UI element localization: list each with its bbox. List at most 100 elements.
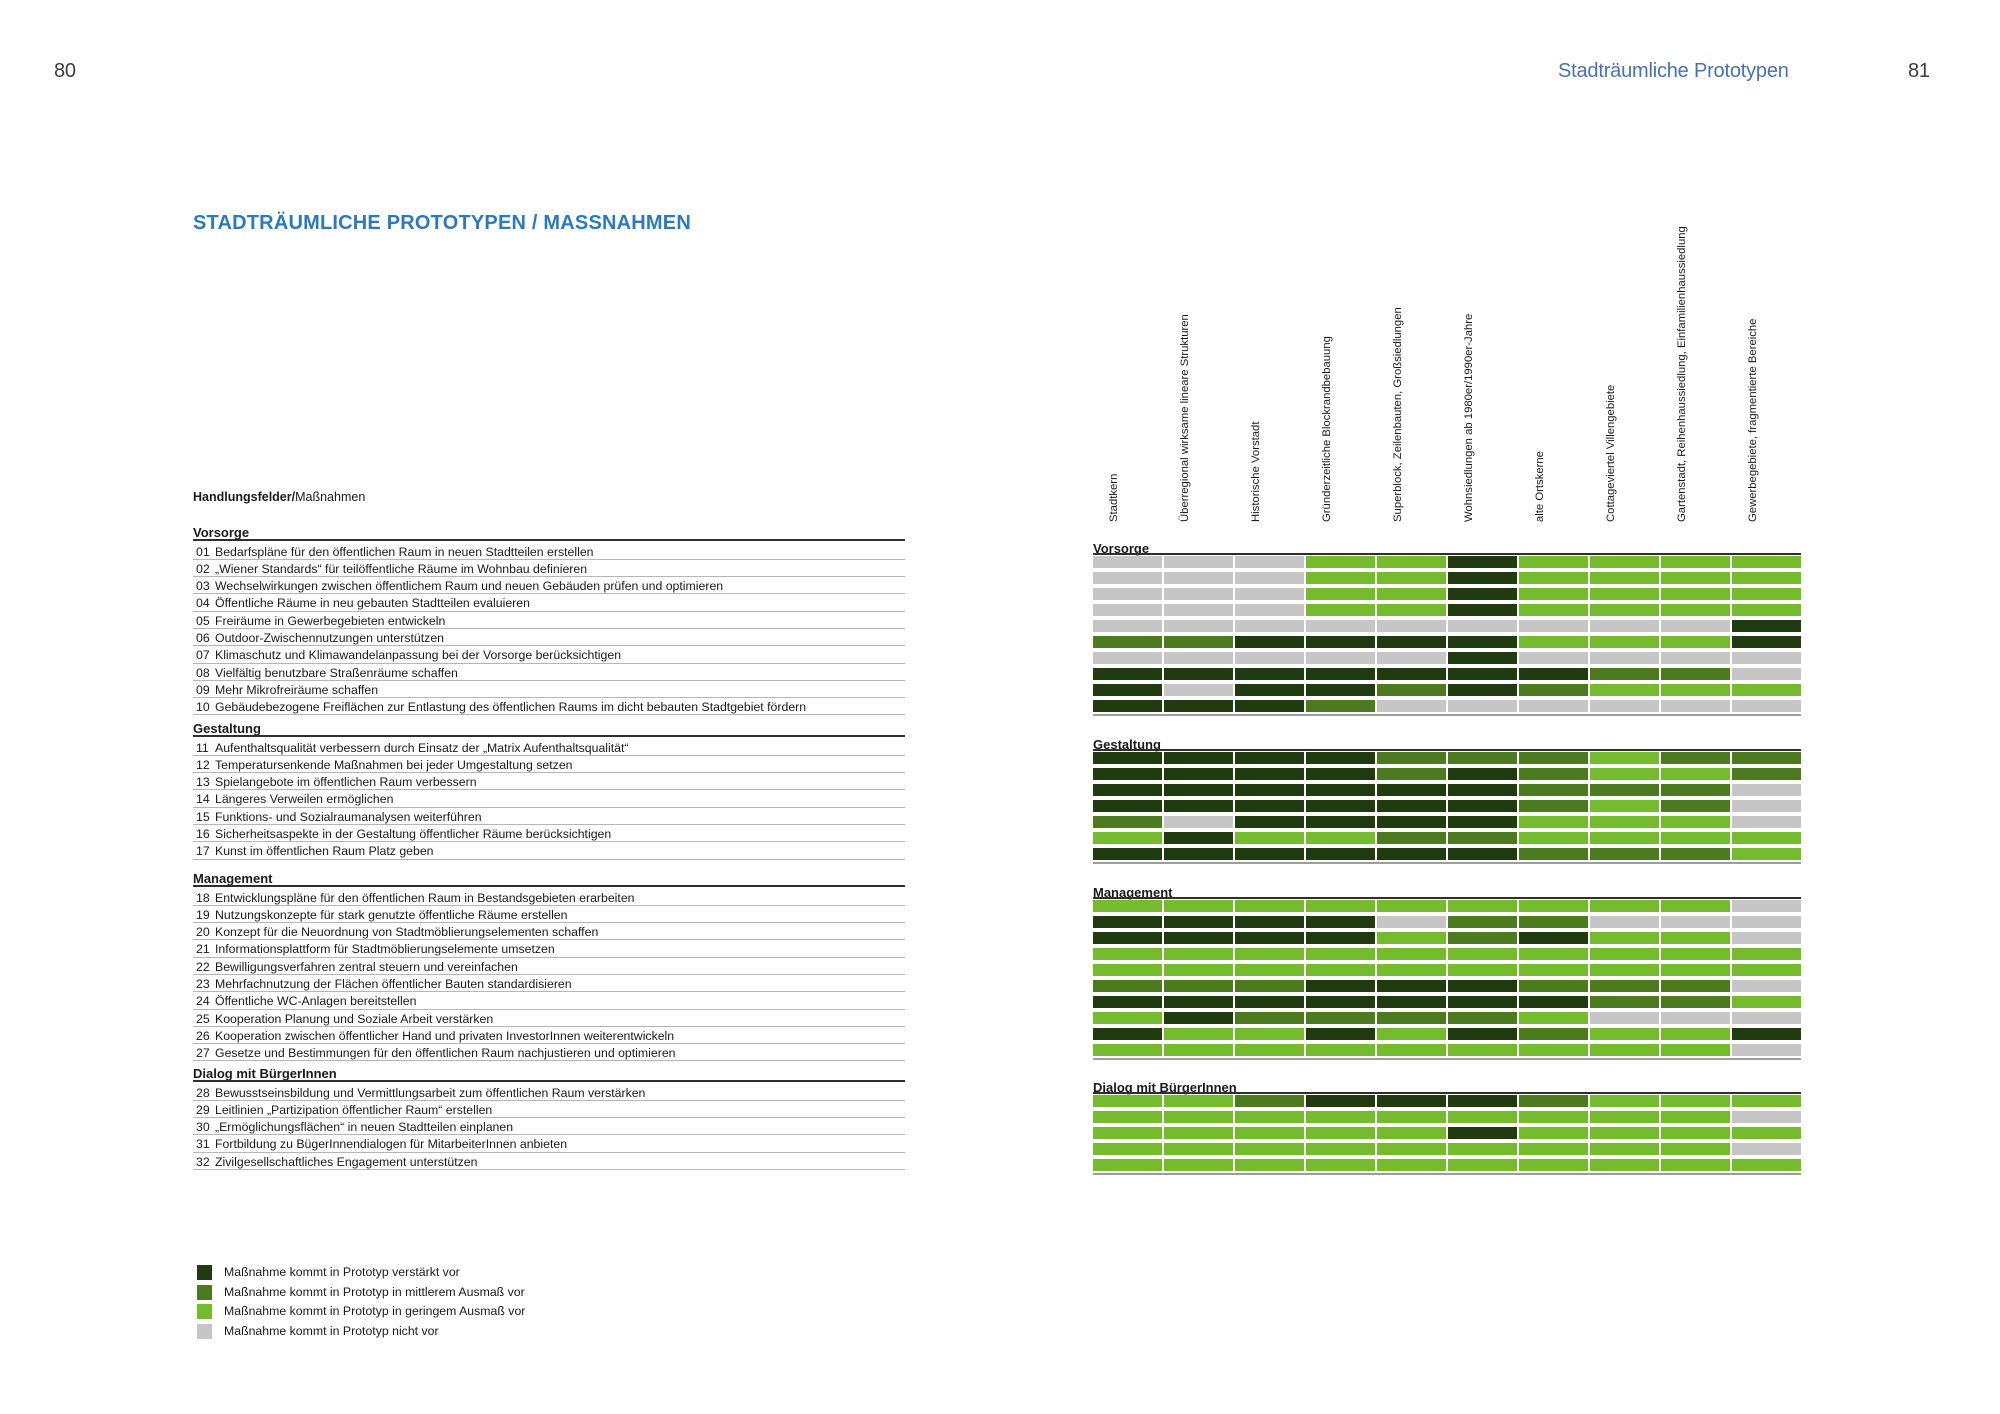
matrix-section-heading: Vorsorge	[1093, 540, 1150, 556]
matrix-cell	[1519, 1012, 1588, 1025]
matrix-cell	[1519, 1044, 1588, 1057]
matrix-cell	[1732, 916, 1801, 929]
matrix-cell	[1661, 1028, 1730, 1041]
matrix-bottom-rule	[1093, 714, 1801, 716]
matrix-cell	[1448, 700, 1517, 713]
column-header: Gewerbegebiete, fragmentierte Bereiche	[1746, 318, 1759, 522]
matrix-row	[1093, 916, 1801, 929]
matrix-cell	[1448, 604, 1517, 617]
matrix-cell	[1235, 1143, 1304, 1156]
matrix-cell	[1590, 1044, 1659, 1057]
measure-label: Bedarfspläne für den öffentlichen Raum i…	[215, 544, 594, 559]
matrix-cell	[1164, 816, 1233, 829]
matrix-cell	[1590, 900, 1659, 913]
matrix-cell	[1519, 684, 1588, 697]
measure-number: 16	[196, 827, 210, 841]
matrix-cell	[1235, 1111, 1304, 1124]
column-header: Cottageviertel Villengebiete	[1604, 384, 1617, 522]
measure-row: 02 „Wiener Standards“ für teilöffentliche…	[193, 560, 905, 578]
matrix-cell	[1093, 668, 1162, 681]
matrix-bottom-rule	[1093, 1173, 1801, 1175]
matrix-cell	[1732, 832, 1801, 845]
matrix-cell	[1377, 1127, 1446, 1140]
matrix-cell	[1661, 556, 1730, 569]
matrix-cell	[1164, 900, 1233, 913]
matrix-cell	[1093, 800, 1162, 813]
matrix-cell	[1661, 768, 1730, 781]
measure-number: 03	[196, 579, 210, 594]
matrix-cell	[1093, 1044, 1162, 1057]
matrix-cell	[1306, 1044, 1375, 1057]
measure-number: 01	[196, 544, 210, 559]
matrix-cell	[1235, 620, 1304, 633]
matrix-cell	[1164, 1143, 1233, 1156]
matrix-cell	[1164, 1111, 1233, 1124]
matrix-cell	[1661, 816, 1730, 829]
matrix-cell	[1519, 620, 1588, 633]
matrix-cell	[1093, 900, 1162, 913]
matrix-cell	[1164, 620, 1233, 633]
measure-row: 04 Öffentliche Räume in neu gebauten Stad…	[193, 594, 905, 612]
measure-row: 06 Outdoor-Zwischennutzungen unterstützen	[193, 629, 905, 647]
matrix-cell	[1732, 620, 1801, 633]
matrix-cell	[1732, 1095, 1801, 1108]
measure-row: 30 „Ermöglichungsflächen“ in neuen Stadtt…	[193, 1118, 905, 1136]
matrix-cell	[1519, 652, 1588, 665]
matrix-cell	[1306, 588, 1375, 601]
matrix-row	[1093, 996, 1801, 1009]
matrix-cell	[1732, 700, 1801, 713]
matrix-cell	[1164, 948, 1233, 961]
matrix-cell	[1164, 668, 1233, 681]
matrix-cell	[1093, 996, 1162, 1009]
matrix-cell	[1377, 800, 1446, 813]
column-header: Stadtkern	[1107, 473, 1120, 522]
measure-number: 24	[196, 994, 210, 1009]
matrix-cell	[1448, 832, 1517, 845]
matrix-cell	[1093, 684, 1162, 697]
measure-row: 32 Zivilgesellschaftliches Engagement unt…	[193, 1153, 905, 1170]
measure-label: „Ermöglichungsflächen“ in neuen Stadttei…	[215, 1120, 514, 1135]
matrix-bottom-rule	[1093, 1058, 1801, 1060]
measure-label: Klimaschutz und Klimawandelanpassung bei…	[215, 648, 622, 663]
matrix-cell	[1235, 752, 1304, 765]
matrix-cell	[1235, 684, 1304, 697]
matrix-cell	[1732, 980, 1801, 993]
matrix-section-heading: Management	[1093, 884, 1173, 900]
matrix-cell	[1306, 684, 1375, 697]
matrix-cell	[1093, 1028, 1162, 1041]
matrix-cell	[1448, 556, 1517, 569]
matrix-row	[1093, 572, 1801, 585]
matrix-cell	[1306, 996, 1375, 1009]
matrix-cell	[1590, 572, 1659, 585]
matrix-cell	[1661, 1159, 1730, 1172]
matrix-cell	[1306, 556, 1375, 569]
matrix-cell	[1732, 1044, 1801, 1057]
matrix-cell	[1235, 848, 1304, 861]
measure-label: Spielangebote im öffentlichen Raum verbe…	[215, 775, 477, 790]
matrix-cell	[1093, 832, 1162, 845]
matrix-cell	[1306, 1159, 1375, 1172]
matrix-cell	[1235, 700, 1304, 713]
matrix-cell	[1590, 1127, 1659, 1140]
matrix-row	[1093, 700, 1801, 713]
matrix-cell	[1377, 652, 1446, 665]
matrix-cell	[1093, 1159, 1162, 1172]
matrix-cell	[1519, 900, 1588, 913]
matrix-cell	[1164, 1095, 1233, 1108]
measure-label: Öffentliche Räume in neu gebauten Stadtt…	[215, 596, 530, 611]
measure-number: 21	[196, 942, 210, 957]
matrix-cell	[1306, 1143, 1375, 1156]
legend-label: Maßnahme kommt in Prototyp verstärkt vor	[224, 1265, 460, 1279]
matrix-cell	[1377, 636, 1446, 649]
matrix-cell	[1164, 768, 1233, 781]
matrix-cell	[1306, 948, 1375, 961]
matrix-cell	[1590, 996, 1659, 1009]
measure-row: 01 Bedarfspläne für den öffentlichen Raum…	[193, 543, 905, 560]
measure-label: Vielfältig benutzbare Straßenräume schaf…	[215, 665, 458, 680]
measure-label: Sicherheitsaspekte in der Gestaltung öff…	[215, 827, 612, 841]
matrix-cell	[1519, 964, 1588, 977]
matrix-cell	[1661, 668, 1730, 681]
measure-label: Fortbildung zu BügerInnendialogen für Mi…	[215, 1137, 568, 1152]
matrix-cell	[1448, 980, 1517, 993]
matrix-cell	[1661, 1044, 1730, 1057]
